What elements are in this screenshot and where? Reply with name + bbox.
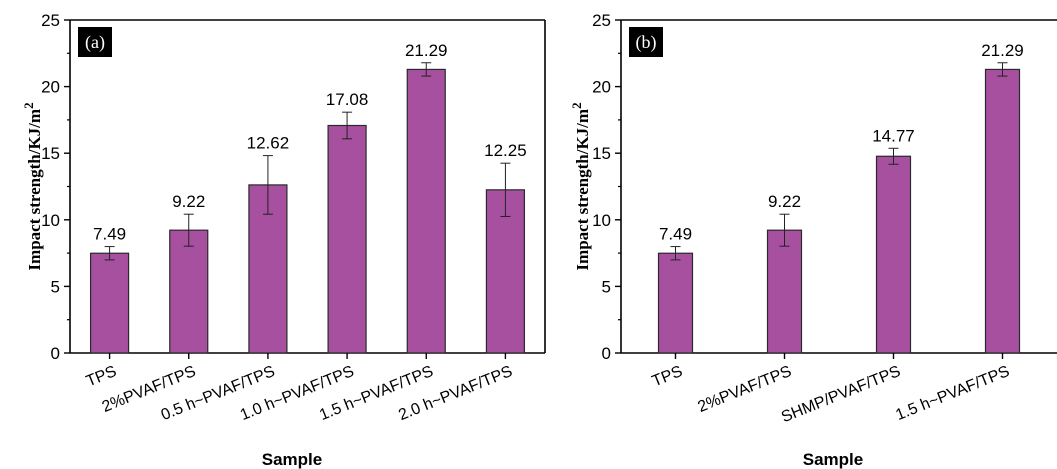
y-tick-label: 20: [592, 78, 611, 97]
y-axis-title-main: Impact strength/KJ/m: [25, 109, 44, 271]
bar: [406, 68, 446, 354]
y-axis-title-main: Impact strength/KJ/m: [573, 109, 592, 271]
x-tick-label: 2%PVAF/TPS: [696, 363, 794, 416]
x-axis-title: Sample: [262, 450, 322, 469]
y-tick-label: 15: [41, 144, 60, 163]
bar: [875, 155, 912, 354]
bar: [169, 229, 209, 354]
panel-label-box: [78, 27, 112, 57]
x-tick-label: SHMP/PVAF/TPS: [779, 363, 903, 426]
x-tick-label: TPS: [84, 363, 119, 390]
y-tick-label: 20: [41, 78, 60, 97]
y-tick-label: 25: [592, 11, 611, 30]
data-label: 17.08: [326, 90, 369, 109]
data-label: 12.25: [484, 141, 527, 160]
x-tick-label: 1.5 h~PVAF/TPS: [893, 363, 1012, 424]
data-label: 9.22: [768, 192, 801, 211]
panel-label-text: (b): [636, 32, 657, 53]
y-tick-label: 10: [41, 211, 60, 230]
data-label: 12.62: [247, 134, 290, 153]
bar: [766, 229, 803, 354]
y-tick-label: 0: [602, 344, 611, 363]
y-tick-label: 10: [592, 211, 611, 230]
panel-label-text: (a): [85, 32, 105, 53]
data-label: 21.29: [405, 41, 448, 60]
y-axis-title-superscript: 2: [569, 102, 584, 109]
chart-panel-a: 05101520257.49TPS9.222%PVAF/TPS12.620.5 …: [21, 11, 546, 469]
panel-label-box: [629, 27, 663, 57]
bar: [984, 68, 1021, 354]
panel-label: (a): [78, 27, 112, 57]
bar: [657, 252, 694, 354]
bar: [485, 189, 526, 354]
y-tick-label: 5: [602, 277, 611, 296]
x-tick-label: TPS: [650, 363, 685, 390]
panel-label: (b): [629, 27, 663, 57]
y-tick-label: 0: [51, 344, 60, 363]
data-label: 7.49: [659, 225, 692, 244]
data-label: 21.29: [981, 41, 1024, 60]
x-axis-title: Sample: [803, 450, 863, 469]
bar: [89, 252, 130, 354]
bar: [327, 124, 367, 354]
y-axis-title: Impact strength/KJ/m2: [21, 102, 44, 270]
data-label: 14.77: [872, 126, 915, 145]
y-tick-label: 15: [592, 144, 611, 163]
data-label: 7.49: [93, 225, 126, 244]
data-label: 9.22: [172, 192, 205, 211]
y-tick-label: 5: [51, 277, 60, 296]
y-axis-title-superscript: 2: [21, 102, 36, 109]
y-tick-label: 25: [41, 11, 60, 30]
y-axis-title: Impact strength/KJ/m2: [569, 102, 592, 270]
chart-panel-b: 0 5 10 15 20 25 7.49 TPS 9.22 2%PVAF/TPS 14.77 SHMP…: [569, 11, 1057, 469]
